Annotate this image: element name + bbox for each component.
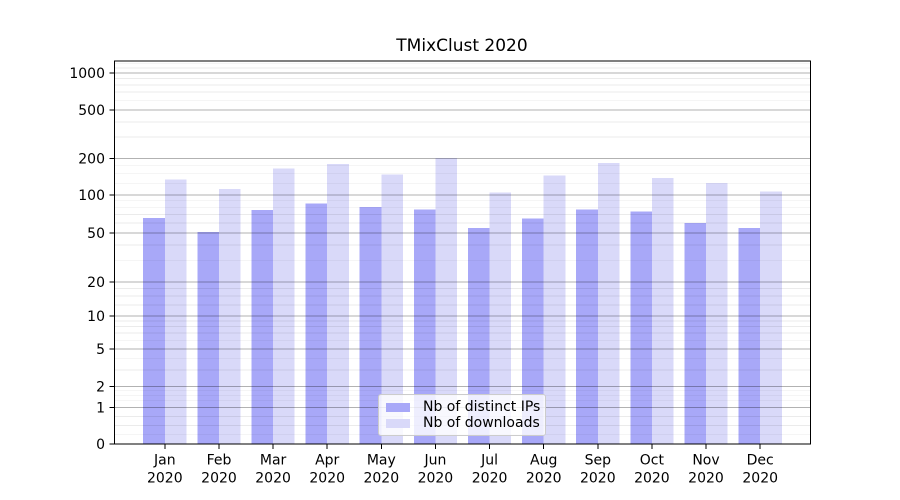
bar-downloads-jan: [164, 179, 187, 445]
y-tick-label: 20: [87, 275, 105, 291]
x-tick-label-year: 2020: [255, 471, 291, 487]
chart-title: TMixClust 2020: [396, 36, 528, 56]
bar-distinct-ips-aug: [522, 218, 544, 444]
y-tick-label: 10: [87, 309, 105, 325]
x-tick-label-year: 2020: [309, 471, 345, 487]
legend-swatch-downloads: [386, 418, 410, 428]
legend-swatch-distinct-ips: [386, 402, 410, 412]
bar-downloads-feb: [218, 189, 241, 444]
x-tick-label-year: 2020: [526, 471, 562, 487]
bar-downloads-aug: [543, 175, 566, 445]
x-tick-label-month: Nov: [692, 453, 719, 469]
x-tick-label-month: Dec: [747, 453, 774, 469]
legend-item-downloads: Nb of downloads: [386, 415, 545, 431]
bar-distinct-ips-sep: [576, 209, 598, 444]
y-tick-label: 100: [78, 188, 105, 204]
x-tick-label-year: 2020: [472, 471, 508, 487]
x-tick-label-year: 2020: [688, 471, 724, 487]
x-tick-label-month: Apr: [315, 453, 339, 469]
x-tick-label-month: Aug: [530, 453, 557, 469]
bar-downloads-dec: [760, 191, 782, 444]
x-tick-label-month: Feb: [207, 453, 232, 469]
bar-downloads-jun: [435, 157, 458, 444]
x-tick-label-year: 2020: [580, 471, 616, 487]
x-tick-label-month: May: [367, 453, 396, 469]
legend: Nb of distinct IPs Nb of downloads: [378, 394, 546, 436]
x-tick-label-year: 2020: [742, 471, 778, 487]
bar-distinct-ips-apr: [305, 203, 328, 444]
legend-label-downloads: Nb of downloads: [423, 415, 540, 431]
bar-distinct-ips-mar: [251, 210, 274, 444]
x-tick-label-month: Sep: [585, 453, 612, 469]
y-tick-label: 500: [78, 103, 105, 119]
bar-downloads-jul: [489, 192, 512, 444]
bar-distinct-ips-feb: [197, 231, 219, 444]
y-tick-label: 5: [96, 342, 105, 358]
bar-distinct-ips-jun: [413, 209, 436, 444]
bar-distinct-ips-dec: [738, 227, 761, 444]
legend-item-distinct-ips: Nb of distinct IPs: [386, 399, 545, 415]
x-tick-label-month: Jun: [423, 453, 446, 469]
bar-downloads-sep: [597, 162, 620, 444]
legend-label-distinct-ips: Nb of distinct IPs: [423, 399, 541, 415]
bar-downloads-apr: [327, 164, 349, 444]
x-tick-label-year: 2020: [201, 471, 237, 487]
x-tick-label-month: Mar: [260, 453, 287, 469]
bar-distinct-ips-oct: [630, 211, 652, 444]
x-tick-label-year: 2020: [634, 471, 670, 487]
bar-distinct-ips-jan: [143, 217, 165, 444]
x-tick-label-month: Oct: [640, 453, 665, 469]
x-tick-label-year: 2020: [147, 471, 183, 487]
x-tick-label-year: 2020: [363, 471, 399, 487]
bar-downloads-may: [381, 174, 403, 444]
x-tick-label-month: Jan: [153, 453, 176, 469]
bar-distinct-ips-may: [359, 207, 382, 444]
y-tick-label: 2: [96, 380, 105, 396]
plot-border: [114, 60, 811, 445]
bar-distinct-ips-jul: [467, 227, 490, 444]
y-tick-label: 1: [96, 400, 105, 416]
y-tick-label: 0: [96, 437, 105, 453]
y-tick-label: 50: [87, 226, 105, 242]
bar-downloads-nov: [706, 182, 728, 444]
bar-distinct-ips-nov: [684, 223, 707, 444]
bar-downloads-mar: [273, 168, 295, 444]
x-tick-label-year: 2020: [418, 471, 454, 487]
y-tick-label: 1000: [69, 66, 105, 82]
y-tick-label: 200: [78, 152, 105, 168]
x-tick-label-month: Jul: [480, 453, 498, 469]
bar-downloads-oct: [651, 177, 674, 444]
